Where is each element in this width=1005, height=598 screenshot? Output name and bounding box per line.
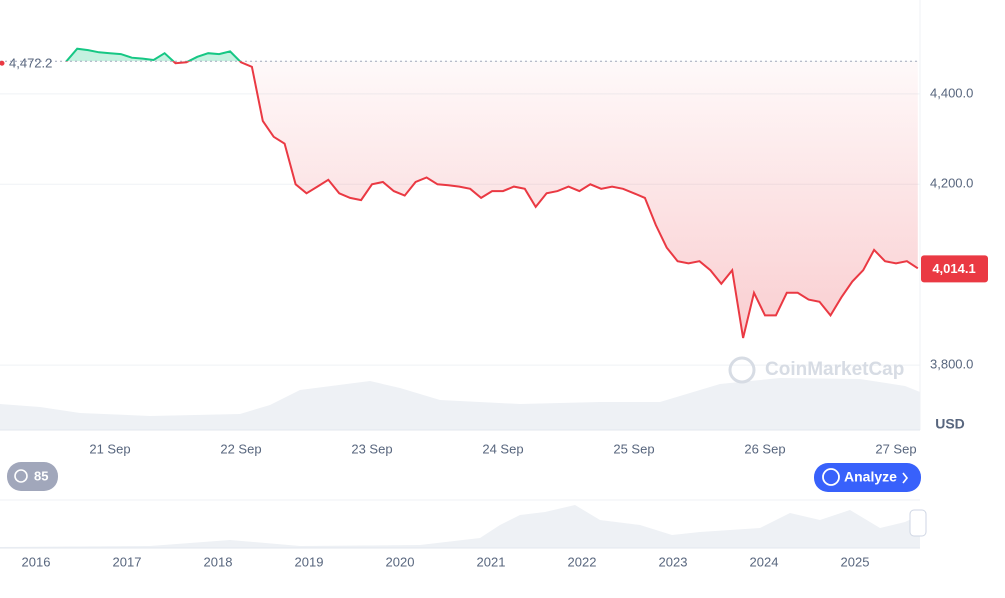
navigator-year: 2019	[295, 554, 324, 569]
reference-dot	[0, 60, 5, 66]
y-tick-label: 4,200.0	[930, 176, 973, 191]
x-tick-label: 24 Sep	[482, 441, 523, 456]
last-price-tag	[921, 255, 988, 283]
last-price-label: 4,014.1	[932, 261, 975, 276]
history-icon	[14, 469, 28, 483]
watermark: CoinMarketCap	[765, 359, 904, 380]
analyze-label: Analyze	[844, 469, 897, 485]
navigator-year: 2025	[841, 554, 870, 569]
reference-label: 4,472.2	[9, 56, 52, 71]
analyze-icon	[822, 468, 840, 486]
price-line-up	[65, 47, 242, 62]
area-down	[66, 61, 918, 338]
price-line-down	[66, 61, 919, 339]
navigator-year: 2020	[386, 554, 415, 569]
x-tick-label: 21 Sep	[89, 441, 130, 456]
y-tick-label: 4,400.0	[930, 85, 973, 100]
x-tick-label: 25 Sep	[613, 441, 654, 456]
navigator-year: 2021	[477, 554, 506, 569]
analyze-chevron	[902, 472, 909, 484]
volume-area	[0, 378, 920, 430]
navigator-year: 2024	[750, 554, 779, 569]
history-count: 85	[34, 468, 48, 483]
unit-label: USD	[935, 416, 965, 432]
y-tick-label: 3,800.0	[930, 357, 973, 372]
navigator-year: 2022	[568, 554, 597, 569]
x-tick-label: 22 Sep	[220, 441, 261, 456]
navigator-year: 2016	[22, 554, 51, 569]
analyze-button[interactable]	[814, 463, 921, 492]
x-tick-label: 23 Sep	[351, 441, 392, 456]
navigator-area	[0, 505, 920, 548]
watermark-logo	[728, 356, 756, 384]
history-pill[interactable]	[7, 462, 58, 491]
navigator-year: 2018	[204, 554, 233, 569]
navigator-year: 2017	[113, 554, 142, 569]
x-tick-label: 26 Sep	[744, 441, 785, 456]
navigator-year: 2023	[659, 554, 688, 569]
x-tick-label: 27 Sep	[875, 441, 916, 456]
navigator-handle[interactable]	[909, 509, 927, 537]
